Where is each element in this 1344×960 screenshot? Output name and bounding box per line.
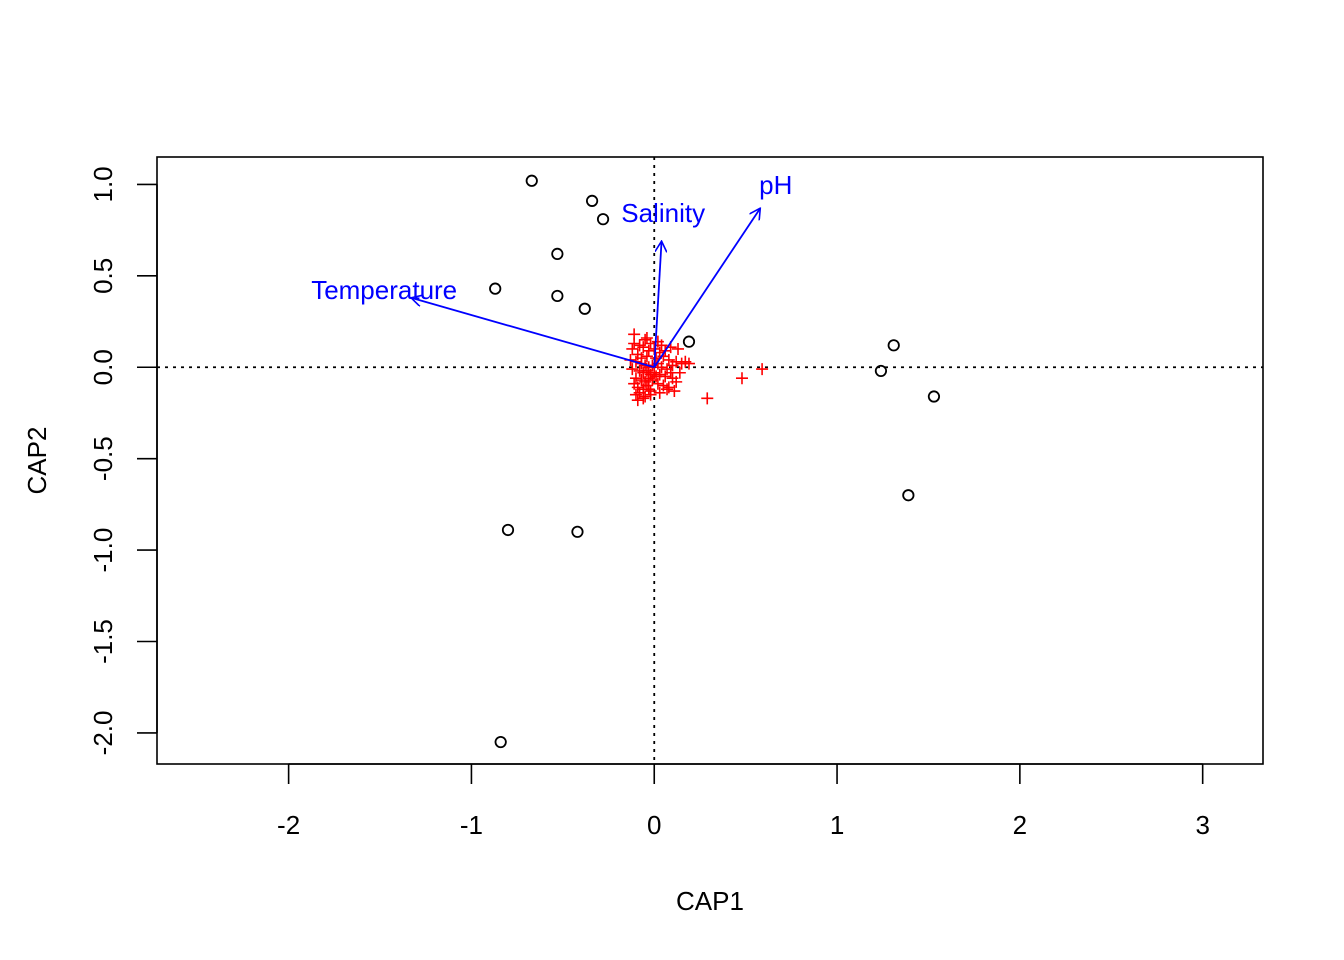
species-point [640,332,653,345]
site-point [902,489,915,502]
species-point [631,381,644,394]
species-point [666,359,679,372]
species-point [735,372,748,385]
x-tick-label: 0 [647,810,661,840]
x-tick-label: -1 [460,810,483,840]
site-point [571,525,584,538]
y-tick-label: -1.5 [88,619,118,664]
species-point [626,363,639,376]
site-points [489,174,941,749]
species-point [664,366,677,379]
vector-label: Salinity [621,198,705,228]
species-point [661,383,674,396]
y-tick-label: 0.5 [88,258,118,294]
species-point [642,344,655,357]
site-point [501,523,515,537]
species-points [624,328,769,407]
vector-label: Temperature [311,275,457,305]
vector-arrow [653,208,760,368]
species-point [672,342,685,355]
species-point [626,342,639,355]
species-point [655,361,668,374]
species-point [651,377,664,390]
species-point [653,368,666,381]
site-point [525,174,538,187]
x-axis-title: CAP1 [676,886,744,916]
species-point [668,385,681,398]
site-point [578,302,591,315]
site-point [551,289,564,303]
x-tick-label: 3 [1195,810,1209,840]
vector-arrow [653,241,661,368]
species-point [637,392,650,405]
plot-frame [156,156,1264,765]
species-point [653,386,666,399]
y-tick-label: 1.0 [88,166,118,202]
site-point [596,213,610,226]
site-point [489,282,502,295]
species-point [629,372,642,385]
environmental-vectors: Temperature Salinity pH [311,170,792,369]
site-point [927,390,941,403]
x-tick-label: 2 [1013,810,1027,840]
x-tick-label: 1 [830,810,844,840]
y-axis: 1.0 0.5 0.0 -0.5 -1.0 -1.5 -2.0 [88,166,158,756]
site-point [551,247,564,261]
species-point [675,357,688,370]
vector-arrow [411,298,655,369]
reference-lines [157,157,1263,764]
site-point [585,194,599,207]
species-point [635,352,648,365]
species-point [701,392,714,405]
y-tick-label: -2.0 [88,711,118,756]
species-point [666,372,679,385]
site-point [887,339,900,352]
species-point [631,394,644,407]
species-point [628,337,641,350]
y-tick-label: -0.5 [88,436,118,481]
vector-label: pH [759,170,792,200]
x-axis: -2 -1 0 1 2 3 [277,763,1210,840]
site-point [874,364,888,378]
site-point [682,335,696,348]
site-point [494,735,507,749]
species-point [642,383,655,396]
y-axis-title: CAP2 [22,427,52,495]
species-point [756,363,769,376]
species-point [640,350,653,363]
y-tick-label: 0.0 [88,349,118,385]
species-point [644,388,657,401]
y-tick-label: -1.0 [88,528,118,573]
species-point [639,390,652,403]
x-tick-label: -2 [277,810,300,840]
